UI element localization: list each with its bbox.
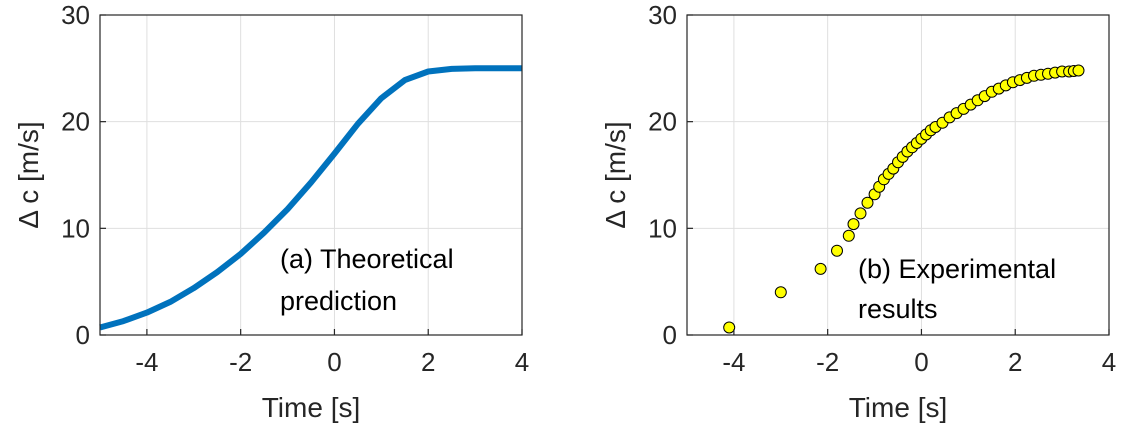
- x-tick-label: -2: [816, 347, 839, 377]
- panel-b-annotation-line-2: results: [858, 294, 938, 324]
- x-tick-label: 0: [327, 347, 341, 377]
- panel-b-y-axis-label: Δ c [m/s]: [600, 121, 631, 228]
- panel-b-grid: [687, 14, 1110, 336]
- panel-a-ticks: -4 -2 0 2 4 0 10 20 30: [61, 0, 529, 377]
- panel-b-x-axis-label: Time [s]: [849, 392, 948, 423]
- y-tick-label: 0: [76, 320, 90, 350]
- x-tick-label: 2: [1008, 347, 1022, 377]
- x-tick-label: -4: [135, 347, 158, 377]
- y-tick-label: 30: [61, 0, 90, 30]
- x-tick-label: 2: [421, 347, 435, 377]
- experimental-results-panel: -4 -2 0 2 4 0 10 20 30 Time [s] Δ c [m/s] (b) Ex…: [600, 0, 1116, 423]
- scatter-point: [1072, 64, 1085, 77]
- y-tick-label: 10: [61, 213, 90, 243]
- y-tick-label: 30: [648, 0, 677, 30]
- scatter-point: [831, 244, 843, 257]
- x-tick-label: 4: [515, 347, 529, 377]
- scatter-point: [723, 321, 736, 334]
- panel-a-y-axis-label: Δ c [m/s]: [13, 121, 44, 228]
- scatter-point: [861, 196, 874, 209]
- x-tick-label: 4: [1102, 347, 1116, 377]
- y-tick-label: 20: [61, 107, 90, 137]
- scatter-point: [774, 286, 787, 299]
- panel-a-curve: [99, 65, 522, 331]
- panel-b-ticks: -4 -2 0 2 4 0 10 20 30: [648, 0, 1116, 377]
- theoretical-curve-line: [99, 65, 522, 331]
- y-tick-label: 10: [648, 213, 677, 243]
- panel-b-axes-frame: [686, 14, 1110, 336]
- panel-a-x-axis-label: Time [s]: [262, 392, 361, 423]
- panel-b-annotation-line-1: (b) Experimental: [858, 254, 1056, 284]
- x-tick-label: -4: [722, 347, 745, 377]
- y-tick-label: 0: [663, 320, 677, 350]
- y-tick-label: 20: [648, 107, 677, 137]
- panel-a-annotation-line-2: prediction: [280, 286, 397, 316]
- panel-a-axes-frame: [99, 14, 523, 336]
- scatter-point: [814, 262, 827, 275]
- panel-a-annotation-line-1: (a) Theoretical: [280, 244, 454, 274]
- x-tick-label: 0: [914, 347, 928, 377]
- scatter-point: [842, 229, 855, 242]
- scatter-point: [854, 207, 867, 220]
- theoretical-prediction-panel: -4 -2 0 2 4 0 10 20 30 Time [s] Δ c [m/s] (a) Th…: [13, 0, 529, 423]
- x-tick-label: -2: [229, 347, 252, 377]
- scatter-point: [847, 218, 860, 231]
- panel-b-scatter-points: [723, 64, 1085, 334]
